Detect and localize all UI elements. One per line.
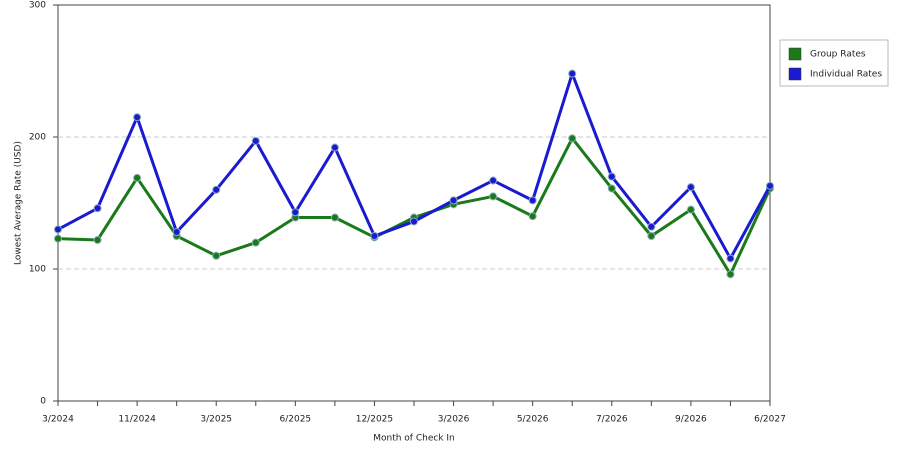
y-tick-label: 100 <box>29 265 46 275</box>
x-tick-label: 5/2026 <box>517 415 549 425</box>
data-point <box>212 251 221 260</box>
data-point <box>766 181 774 190</box>
x-tick-label: 9/2026 <box>675 415 707 425</box>
x-axis-label: Month of Check In <box>373 434 455 444</box>
series-line <box>57 69 772 262</box>
data-point <box>93 204 102 213</box>
data-point <box>726 254 735 263</box>
legend-swatch <box>788 67 802 81</box>
data-point <box>212 185 221 194</box>
series-line <box>57 135 772 278</box>
data-point <box>568 69 577 78</box>
data-point <box>449 196 458 205</box>
x-tick-label: 11/2024 <box>118 415 156 425</box>
data-point <box>568 134 577 143</box>
y-tick-label: 200 <box>29 133 46 143</box>
data-point <box>489 192 498 201</box>
data-point <box>330 143 339 152</box>
data-point <box>686 183 695 192</box>
legend-label: Individual Rates <box>810 70 882 80</box>
data-point <box>528 212 537 221</box>
x-tick-label: 3/2026 <box>438 415 470 425</box>
data-point <box>251 136 260 145</box>
y-tick-label: 300 <box>29 1 46 11</box>
x-tick-label: 3/2024 <box>42 415 74 425</box>
data-point <box>54 234 62 243</box>
data-point <box>370 232 379 240</box>
x-tick-label: 3/2025 <box>200 415 232 425</box>
data-point <box>133 113 142 122</box>
legend-label: Group Rates <box>810 50 866 60</box>
data-point <box>291 208 300 217</box>
data-point <box>489 176 498 185</box>
data-point <box>726 270 735 279</box>
x-tick-label: 6/2025 <box>279 415 311 425</box>
data-point <box>133 173 142 182</box>
x-tick-label: 12/2025 <box>356 415 393 425</box>
y-axis-label: Lowest Average Rate (USD) <box>14 141 24 265</box>
data-point <box>330 213 339 222</box>
x-tick-label: 6/2027 <box>754 415 786 425</box>
data-point <box>93 235 102 244</box>
data-point <box>647 232 656 240</box>
plot-frame <box>57 4 771 402</box>
data-point <box>251 238 260 247</box>
data-point <box>607 172 616 181</box>
data-point <box>686 205 695 214</box>
data-point <box>607 184 616 193</box>
data-point <box>54 225 62 234</box>
data-point <box>647 222 656 231</box>
legend-swatch <box>788 47 802 61</box>
data-point <box>528 196 537 205</box>
data-point <box>172 228 181 237</box>
x-tick-label: 7/2026 <box>596 415 628 425</box>
data-point <box>410 217 418 226</box>
y-tick-label: 0 <box>40 397 46 407</box>
